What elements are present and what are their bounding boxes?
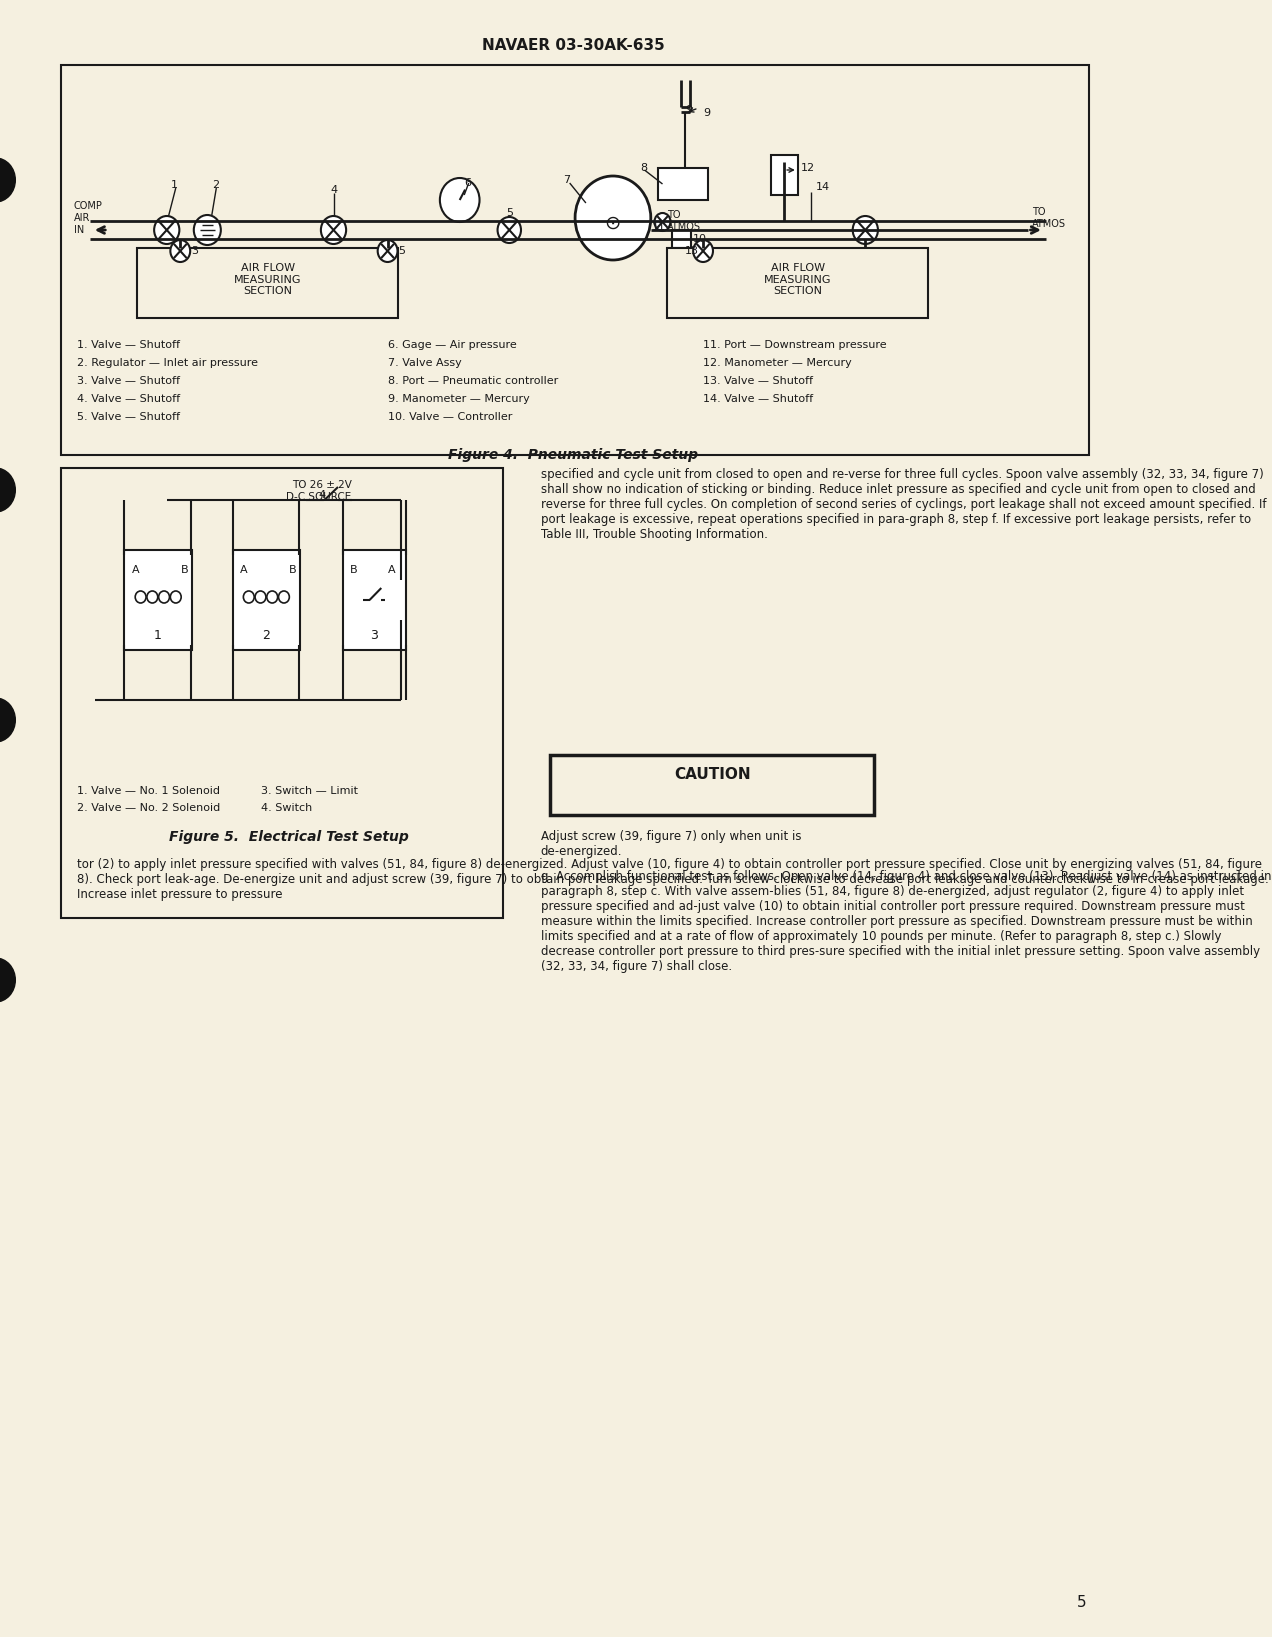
Circle shape <box>135 591 146 602</box>
Text: 12: 12 <box>800 164 814 174</box>
Text: 7. Valve Assy: 7. Valve Assy <box>388 359 462 368</box>
Text: B: B <box>289 565 296 575</box>
Text: 1: 1 <box>172 180 178 190</box>
Bar <box>672 231 692 247</box>
Circle shape <box>0 468 15 512</box>
Text: ⊙: ⊙ <box>604 213 621 232</box>
Text: 5: 5 <box>1077 1594 1086 1611</box>
Text: 10. Valve — Controller: 10. Valve — Controller <box>388 413 511 422</box>
Circle shape <box>154 216 179 244</box>
Circle shape <box>279 591 289 602</box>
Text: 5: 5 <box>398 246 406 255</box>
Bar <box>61 65 1089 455</box>
Circle shape <box>852 216 878 244</box>
Circle shape <box>0 697 15 742</box>
Text: COMP
AIR
IN: COMP AIR IN <box>74 201 103 234</box>
Text: 14: 14 <box>815 182 829 192</box>
Circle shape <box>0 958 15 1002</box>
Circle shape <box>148 591 158 602</box>
Text: 3. Valve — Shutoff: 3. Valve — Shutoff <box>76 377 179 386</box>
Circle shape <box>693 241 714 262</box>
Text: A: A <box>131 565 139 575</box>
Bar <box>550 755 874 815</box>
Text: 2: 2 <box>212 180 219 190</box>
Text: 12. Manometer — Mercury: 12. Manometer — Mercury <box>703 359 852 368</box>
Text: 3: 3 <box>370 629 378 642</box>
Circle shape <box>243 591 254 602</box>
Bar <box>667 247 929 318</box>
Text: 1: 1 <box>154 629 162 642</box>
Text: 9: 9 <box>686 105 692 115</box>
Circle shape <box>575 177 651 260</box>
Circle shape <box>0 159 15 201</box>
Text: 14. Valve — Shutoff: 14. Valve — Shutoff <box>703 395 813 404</box>
Text: 3: 3 <box>191 246 198 255</box>
Text: NAVAER 03-30AK-635: NAVAER 03-30AK-635 <box>482 38 665 52</box>
Text: 4: 4 <box>318 489 326 499</box>
Text: 6. Gage — Air pressure: 6. Gage — Air pressure <box>388 340 516 350</box>
Circle shape <box>378 241 398 262</box>
Text: 4. Switch: 4. Switch <box>262 804 313 814</box>
Text: CAUTION: CAUTION <box>674 768 750 782</box>
Text: 3. Switch — Limit: 3. Switch — Limit <box>262 786 359 796</box>
Text: Figure 4.  Pneumatic Test Setup: Figure 4. Pneumatic Test Setup <box>448 449 698 462</box>
Text: 9. Manometer — Mercury: 9. Manometer — Mercury <box>388 395 529 404</box>
Text: 13: 13 <box>686 246 700 255</box>
Text: Adjust screw (39, figure 7) only when unit is
de-energized.: Adjust screw (39, figure 7) only when un… <box>541 830 801 858</box>
Text: A: A <box>239 565 247 575</box>
Text: 5: 5 <box>506 208 514 218</box>
Text: 4: 4 <box>331 185 338 195</box>
Text: 5. Valve — Shutoff: 5. Valve — Shutoff <box>76 413 179 422</box>
Text: tor (2) to apply inlet pressure specified with valves (51, 84, figure 8) de-ener: tor (2) to apply inlet pressure specifie… <box>76 858 1268 900</box>
Text: 8: 8 <box>640 164 647 174</box>
Bar <box>342 550 406 650</box>
Text: AIR FLOW
MEASURING
SECTION: AIR FLOW MEASURING SECTION <box>764 264 832 296</box>
Bar <box>61 468 502 918</box>
Text: specified and cycle unit from closed to open and re-verse for three full cycles.: specified and cycle unit from closed to … <box>541 468 1267 540</box>
Circle shape <box>170 241 191 262</box>
Text: 10: 10 <box>693 234 707 244</box>
Text: 1. Valve — Shutoff: 1. Valve — Shutoff <box>76 340 179 350</box>
Text: 8. Port — Pneumatic controller: 8. Port — Pneumatic controller <box>388 377 558 386</box>
Circle shape <box>497 218 522 242</box>
Bar <box>125 550 192 650</box>
Bar <box>658 169 707 200</box>
Text: g. Accomplish functional test as follows. Open valve (14, figure 4) and close va: g. Accomplish functional test as follows… <box>541 869 1271 972</box>
Text: TO
ATMOS: TO ATMOS <box>1032 208 1066 229</box>
Circle shape <box>267 591 277 602</box>
Text: 2. Regulator — Inlet air pressure: 2. Regulator — Inlet air pressure <box>76 359 258 368</box>
Text: B: B <box>181 565 188 575</box>
Text: 4. Valve — Shutoff: 4. Valve — Shutoff <box>76 395 179 404</box>
Text: 13. Valve — Shutoff: 13. Valve — Shutoff <box>703 377 813 386</box>
Text: B: B <box>350 565 357 575</box>
Circle shape <box>321 216 346 244</box>
Circle shape <box>654 213 670 231</box>
Text: 2: 2 <box>262 629 270 642</box>
Bar <box>137 247 398 318</box>
Text: Figure 5.  Electrical Test Setup: Figure 5. Electrical Test Setup <box>169 830 408 845</box>
Text: 11. Port — Downstream pressure: 11. Port — Downstream pressure <box>703 340 887 350</box>
Text: 7: 7 <box>563 175 570 185</box>
Text: 2. Valve — No. 2 Solenoid: 2. Valve — No. 2 Solenoid <box>76 804 220 814</box>
Circle shape <box>170 591 181 602</box>
Circle shape <box>193 214 221 246</box>
Circle shape <box>256 591 266 602</box>
Text: 9: 9 <box>703 108 710 118</box>
Bar <box>233 550 300 650</box>
Text: 11: 11 <box>651 223 665 232</box>
Text: A: A <box>388 565 396 575</box>
Text: TO 26 ± 2V
D-C SOURCE: TO 26 ± 2V D-C SOURCE <box>286 480 351 501</box>
Text: AIR FLOW
MEASURING
SECTION: AIR FLOW MEASURING SECTION <box>234 264 301 296</box>
Text: 6: 6 <box>464 178 471 188</box>
Bar <box>771 156 798 195</box>
Circle shape <box>159 591 169 602</box>
Text: TO
ATMOS: TO ATMOS <box>667 210 701 231</box>
Text: 1. Valve — No. 1 Solenoid: 1. Valve — No. 1 Solenoid <box>76 786 220 796</box>
Circle shape <box>440 178 480 223</box>
